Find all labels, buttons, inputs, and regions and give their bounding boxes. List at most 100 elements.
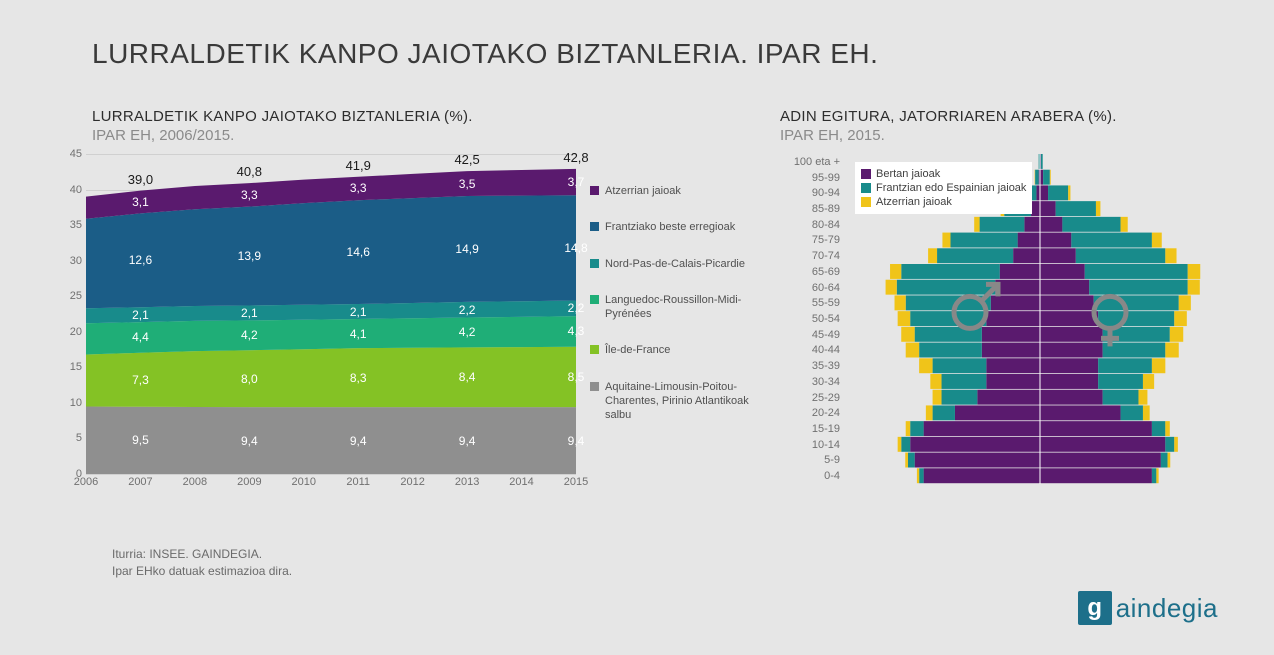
pyramid-bar [1168,453,1171,468]
pyramid-subtitle: IPAR EH, 2015. [780,127,1250,144]
pyramid-bar [1089,280,1187,295]
value-label: 14,9 [455,242,478,256]
pyramid-bar [915,453,1040,468]
pyramid-bar [1179,295,1191,310]
value-label: 2,1 [241,306,258,320]
pyramid-bar [910,311,986,326]
pyramid-bar [924,421,1040,436]
age-label: 95-99 [812,172,840,184]
value-label: 2,2 [459,303,476,317]
value-label: 9,4 [350,434,367,448]
value-label: 4,4 [132,330,149,344]
pyramid-bar [1040,421,1152,436]
x-label: 2008 [183,476,207,488]
value-label: 3,1 [132,195,149,209]
pyramid-bar [1138,390,1147,405]
pyramid-bar [1018,233,1040,248]
legend-swatch [861,169,871,179]
age-label: 80-84 [812,219,840,231]
source-line2: Ipar EHko datuak estimazioa dira. [112,563,292,580]
pyramid-bar [1040,327,1103,342]
value-label: 2,1 [132,308,149,322]
pyramid-bar [995,280,1040,295]
value-label: 12,6 [129,253,152,267]
pyramid-bar [917,468,919,483]
pyramid-bar [1071,233,1152,248]
value-label: 3,7 [568,175,585,189]
pyramid-bar [1165,248,1176,263]
y-tick: 45 [70,148,82,160]
area-series [86,347,576,407]
area-plot-area: 9,59,49,49,49,47,38,08,38,48,54,44,24,14… [86,154,576,474]
legend-swatch [590,222,599,231]
legend-swatch [861,197,871,207]
age-label: 70-74 [812,250,840,262]
value-label: 8,4 [459,370,476,384]
pyramid-bar [926,405,933,420]
legend-swatch [590,259,599,268]
pyramid-bar [895,295,906,310]
value-label: 2,1 [350,305,367,319]
pyramid-panel: ADIN EGITURA, JATORRIAREN ARABERA (%). I… [780,108,1250,494]
age-label: 40-44 [812,344,840,356]
pyramid-legend-item: Atzerrian jaioak [861,196,1026,208]
age-label: 20-24 [812,407,840,419]
legend-label: Île-de-France [605,343,670,357]
legend-label: Frantziako beste erregioak [605,220,735,234]
legend-item: Frantziako beste erregioak [590,220,770,234]
logo-icon: g [1078,591,1112,625]
pyramid-bar [955,405,1040,420]
value-label: 2,2 [568,301,585,315]
legend-item: Aquitaine-Limousin-Poitou-Charentes, Pir… [590,380,770,423]
pyramid-bar [897,280,995,295]
x-label: 2011 [346,476,370,488]
pyramid-bar [1152,468,1156,483]
pyramid-bar [933,390,942,405]
pyramid-bar [1161,453,1168,468]
value-label: 14,8 [564,241,587,255]
pyramid-bar [950,233,1017,248]
pyramid-bar [1143,405,1150,420]
pyramid-bar [890,264,901,279]
area-chart-plot: 051015202530354045 9,59,49,49,49,47,38,0… [46,154,746,504]
age-label: 30-34 [812,376,840,388]
legend-swatch [861,183,871,193]
pyramid-bar [980,217,1025,232]
pyramid-bar [901,437,910,452]
pyramid-bar [1040,185,1048,200]
x-axis-labels: 2006200720082009201020112012201320142015 [86,476,576,496]
logo-text: aindegia [1116,593,1218,624]
pyramid-bar [1076,248,1166,263]
pyramid-bar [1165,437,1174,452]
pyramid-bar [905,453,908,468]
pyramid-bar [1036,185,1040,200]
pyramid-bar [1121,405,1143,420]
legend-label: Atzerrian jaioak [876,196,952,208]
pyramid-bar [919,343,982,358]
pyramid-bar [1040,295,1094,310]
legend-label: Bertan jaioak [876,168,940,180]
pyramid-legend-item: Frantzian edo Espainian jaioak [861,182,1026,194]
value-label: 4,1 [350,327,367,341]
pyramid-y-labels: 0-45-910-1415-1920-2425-2930-3435-3940-4… [780,154,844,484]
value-label: 13,9 [238,249,261,263]
pyramid-bar [977,390,1040,405]
x-label: 2013 [455,476,479,488]
pyramid-bar [1068,185,1070,200]
pyramid-bar [1040,374,1098,389]
pyramid-bar [1000,264,1040,279]
pyramid-bar [1152,421,1165,436]
pyramid-bar [1143,374,1154,389]
pyramid-bar [982,327,1040,342]
y-tick: 15 [70,361,82,373]
value-label: 9,4 [241,434,258,448]
value-label: 7,3 [132,373,149,387]
page-title: LURRALDETIK KANPO JAIOTAKO BIZTANLERIA. … [92,38,878,70]
pyramid-bar [1156,468,1158,483]
pyramid-bar [1040,264,1085,279]
area-series [86,195,576,308]
source-text: Iturria: INSEE. GAINDEGIA. Ipar EHko dat… [112,546,292,580]
y-tick: 40 [70,184,82,196]
pyramid-bar [910,437,1040,452]
pyramid-bar [1152,233,1162,248]
